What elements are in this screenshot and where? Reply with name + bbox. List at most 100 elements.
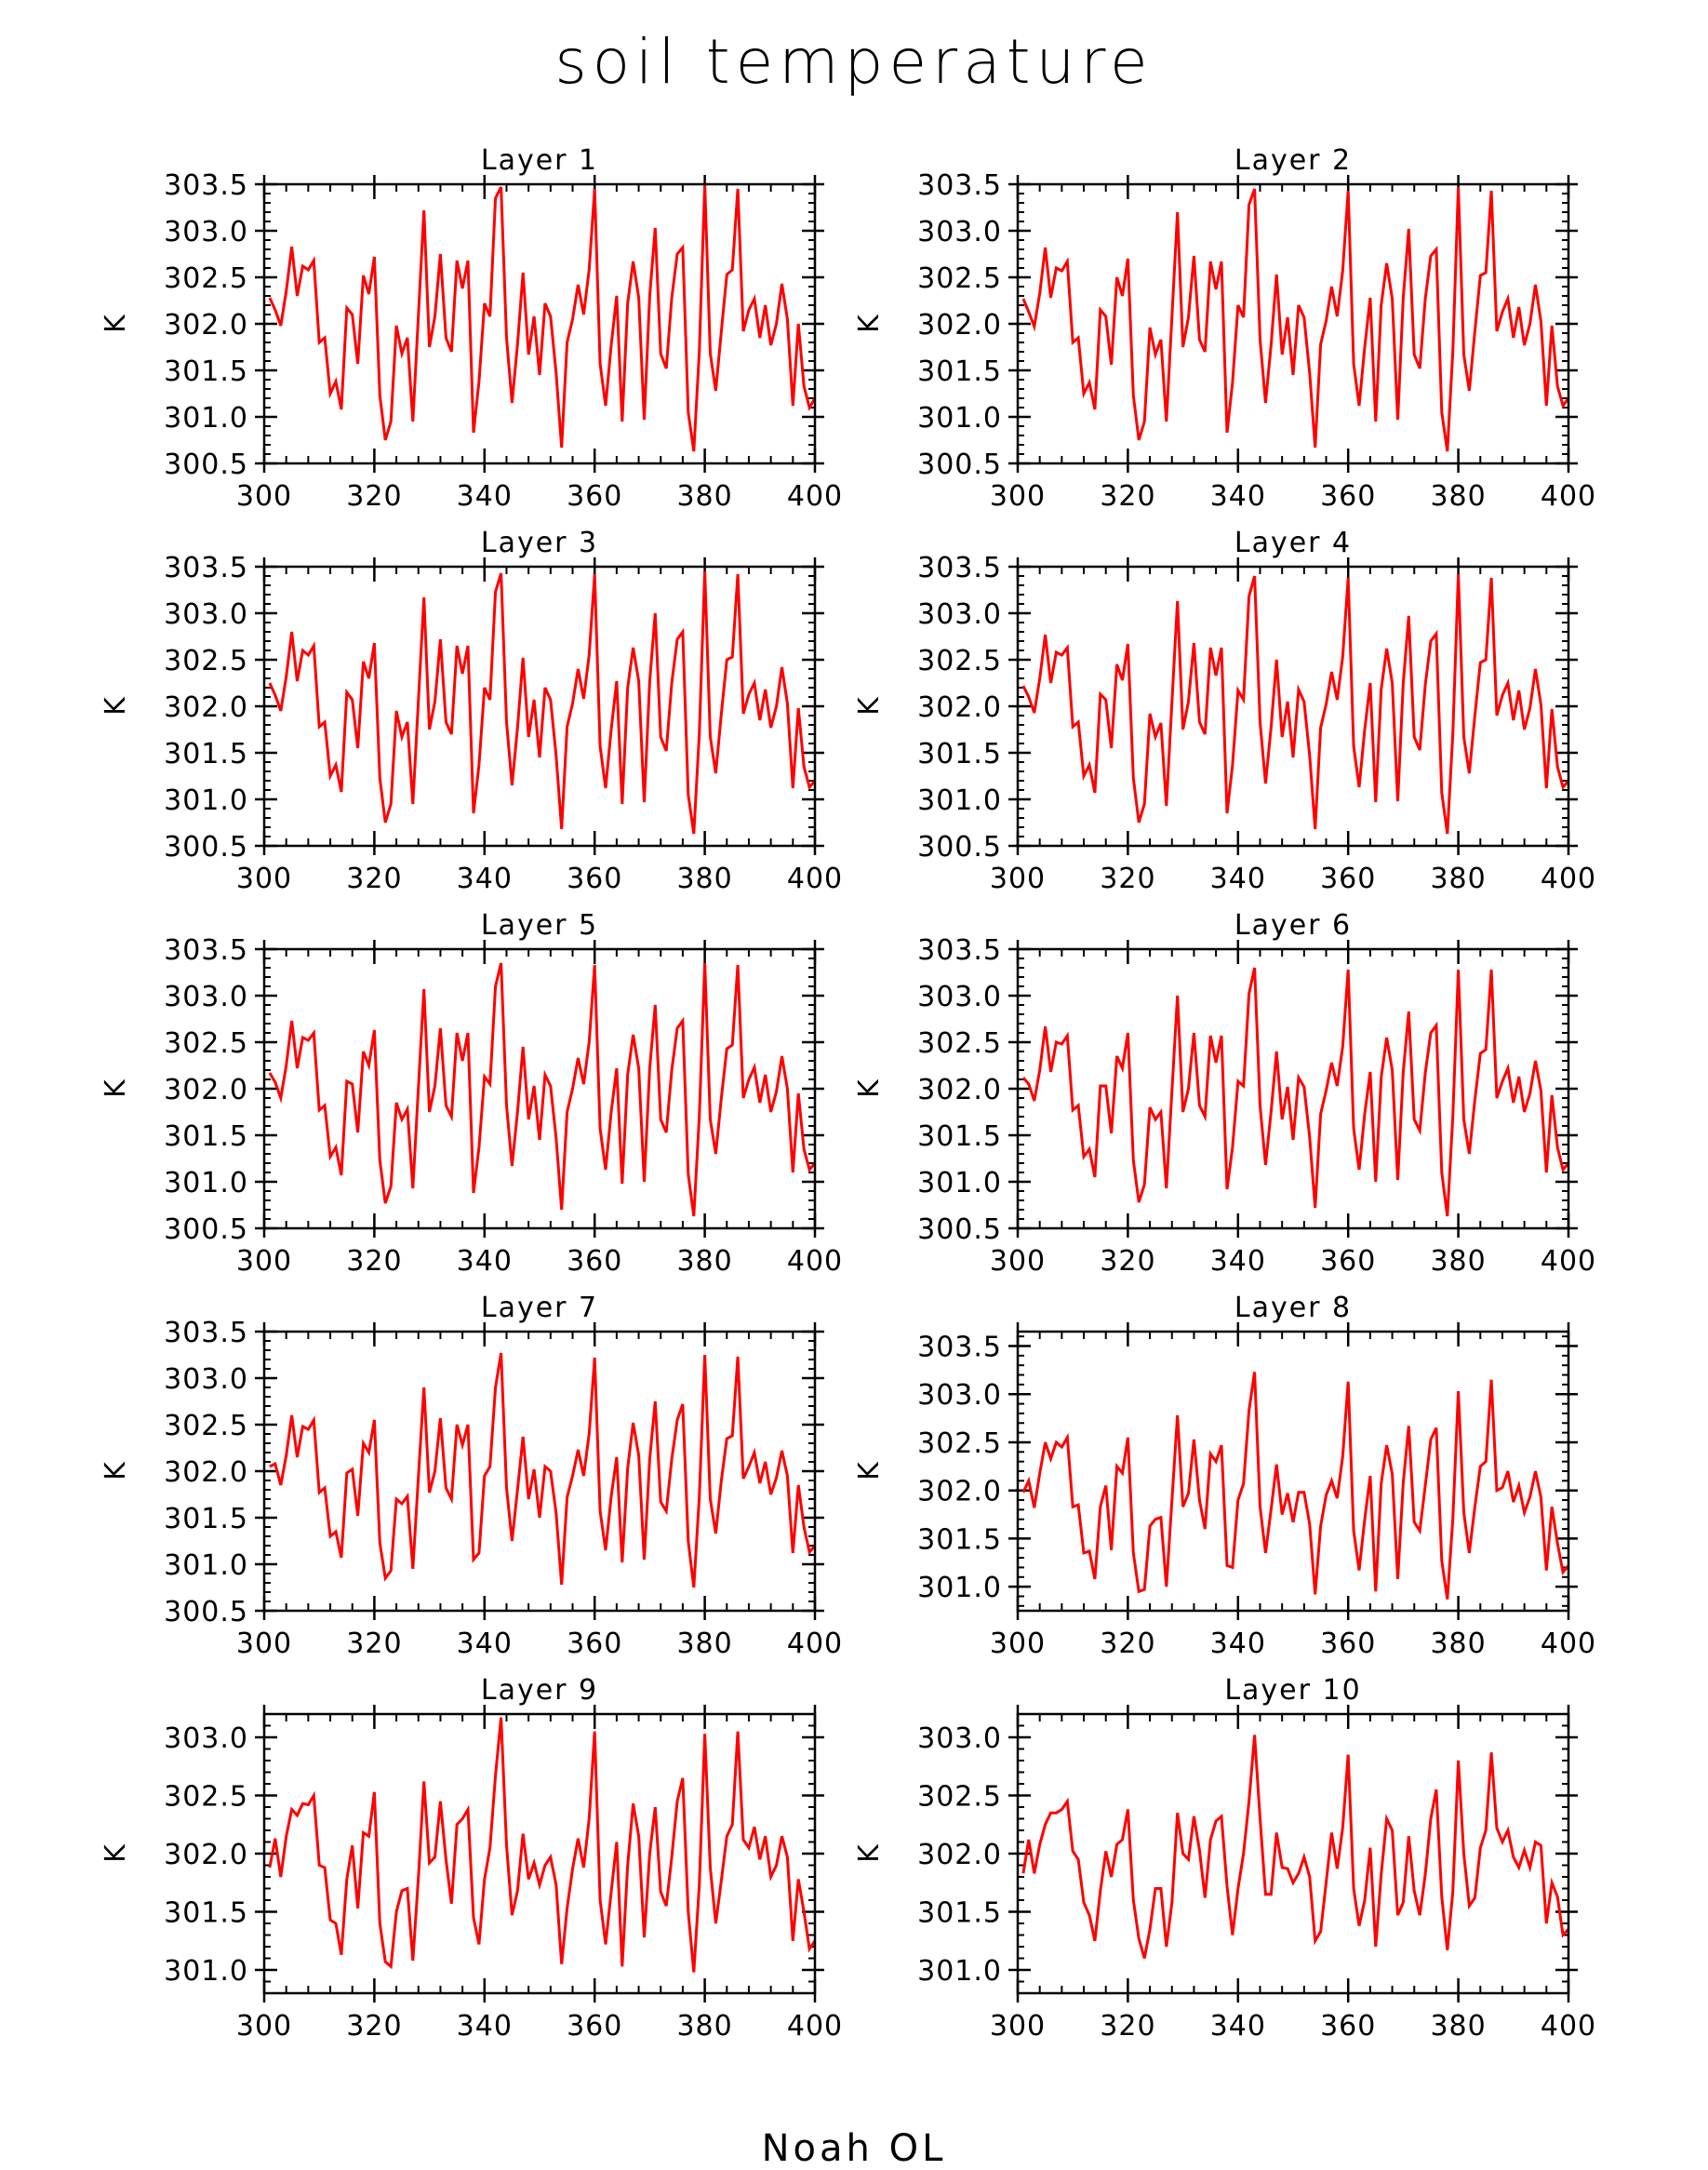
y-tick-label: 301.0 <box>917 1572 1002 1604</box>
series-line-1 <box>268 183 817 452</box>
chart-panel-4: Layer 4 K 300 320 340 360 380 400 300.5 301.0 301.… <box>853 527 1596 895</box>
y-axis-label: K <box>853 696 886 716</box>
x-tick-label: 300 <box>990 480 1046 513</box>
x-tick-label: 400 <box>1541 1628 1596 1660</box>
x-tick-label: 340 <box>1210 1245 1266 1278</box>
panel-title: Layer 8 <box>1234 1292 1352 1324</box>
y-tick-label: 302.0 <box>164 691 248 724</box>
x-tick-label: 400 <box>1541 480 1596 513</box>
x-tick-label: 360 <box>1320 480 1376 513</box>
x-tick-label: 300 <box>236 480 292 513</box>
chart-panel-7: Layer 7 K 300 320 340 360 380 400 300.5 301.0 301.… <box>100 1292 842 1660</box>
y-tick-label: 303.5 <box>917 934 1002 967</box>
y-tick-label: 302.5 <box>917 1427 1002 1460</box>
y-tick-label: 301.0 <box>917 1955 1002 1988</box>
x-tick-label: 380 <box>676 1628 732 1660</box>
y-tick-label: 303.5 <box>917 552 1002 584</box>
panel-title: Layer 3 <box>481 527 598 559</box>
y-tick-label: 303.0 <box>164 216 248 248</box>
x-tick-label: 400 <box>1541 863 1596 895</box>
y-tick-label: 303.5 <box>917 1332 1002 1364</box>
y-tick-label: 300.5 <box>917 831 1002 864</box>
x-tick-label: 340 <box>457 480 513 513</box>
y-tick-label: 301.0 <box>164 402 248 435</box>
chart-panel-5: Layer 5 K 300 320 340 360 380 400 300.5 301.0 301.… <box>100 909 843 1278</box>
panel-title: Layer 10 <box>1224 1674 1361 1707</box>
x-tick-label: 380 <box>676 863 732 895</box>
x-tick-label: 340 <box>1210 1628 1266 1660</box>
x-tick-label: 340 <box>1210 480 1266 513</box>
x-tick-label: 300 <box>990 1245 1046 1278</box>
panel-title: Layer 6 <box>1234 909 1352 942</box>
y-tick-label: 303.5 <box>164 1317 248 1349</box>
plot-frame <box>262 1712 817 1995</box>
panel-title: Layer 7 <box>481 1292 598 1324</box>
x-tick-label: 320 <box>1100 480 1155 513</box>
x-tick-label: 380 <box>676 2010 732 2043</box>
y-tick-label: 300.5 <box>164 1213 248 1246</box>
y-tick-label: 301.0 <box>164 1167 248 1199</box>
y-tick-label: 302.0 <box>917 309 1002 342</box>
series-line-1 <box>1021 573 1570 835</box>
y-tick-label: 301.5 <box>917 738 1002 770</box>
chart-panel-3: Layer 3 K 300 320 340 360 380 400 300.5 301.0 301.… <box>100 527 843 895</box>
x-tick-label: 380 <box>1430 863 1486 895</box>
y-tick-label: 303.0 <box>164 1722 248 1755</box>
y-tick-label: 301.5 <box>917 1523 1002 1556</box>
x-tick-label: 320 <box>346 863 402 895</box>
y-tick-label: 301.5 <box>164 738 248 770</box>
y-tick-label: 301.0 <box>164 784 248 817</box>
x-tick-label: 340 <box>1210 863 1266 895</box>
y-tick-label: 300.5 <box>164 1596 248 1628</box>
x-tick-label: 320 <box>346 2010 402 2043</box>
x-tick-label: 400 <box>1541 2010 1596 2043</box>
x-tick-label: 340 <box>457 863 513 895</box>
x-tick-label: 300 <box>990 2010 1046 2043</box>
x-tick-label: 400 <box>787 863 843 895</box>
x-tick-label: 360 <box>1320 1628 1376 1660</box>
x-tick-label: 340 <box>457 1628 513 1660</box>
x-tick-label: 360 <box>1320 863 1376 895</box>
x-tick-label: 380 <box>1430 1628 1486 1660</box>
y-tick-label: 303.0 <box>917 598 1002 631</box>
y-tick-label: 301.5 <box>917 355 1002 388</box>
y-tick-label: 300.5 <box>917 449 1002 481</box>
series-line-1 <box>1021 1372 1570 1600</box>
y-tick-label: 302.5 <box>917 1781 1002 1814</box>
y-tick-label: 303.0 <box>917 981 1002 1013</box>
x-tick-label: 380 <box>676 480 732 513</box>
y-tick-label: 303.0 <box>164 1363 248 1396</box>
y-tick-label: 303.0 <box>164 981 248 1013</box>
x-tick-label: 360 <box>567 480 622 513</box>
x-tick-label: 320 <box>346 480 402 513</box>
y-axis-label: K <box>100 696 132 716</box>
x-tick-label: 320 <box>1100 1245 1155 1278</box>
y-tick-label: 303.5 <box>164 552 248 584</box>
y-tick-label: 302.0 <box>917 1074 1002 1106</box>
y-tick-label: 301.0 <box>164 1549 248 1582</box>
y-tick-label: 301.0 <box>917 1167 1002 1199</box>
series-line-1 <box>269 1352 817 1588</box>
y-tick-label: 302.5 <box>164 262 248 295</box>
x-tick-label: 300 <box>236 2010 292 2043</box>
x-tick-label: 400 <box>787 480 843 513</box>
x-tick-label: 320 <box>346 1628 402 1660</box>
x-tick-label: 400 <box>787 1245 843 1278</box>
x-tick-label: 320 <box>1100 863 1155 895</box>
y-tick-label: 303.5 <box>164 934 248 967</box>
x-tick-label: 380 <box>1430 2010 1486 2043</box>
y-tick-label: 301.5 <box>164 1503 248 1535</box>
chart-panel-9: Layer 9 K 300 320 340 360 380 400 301.0 301.5 302.… <box>100 1674 842 2043</box>
x-tick-label: 320 <box>1100 1628 1155 1660</box>
y-tick-label: 301.0 <box>917 402 1002 435</box>
panel-title: Layer 2 <box>1234 144 1352 177</box>
plot-frame <box>1016 1330 1570 1613</box>
x-tick-label: 380 <box>676 1245 732 1278</box>
plot-frame <box>1016 947 1570 1230</box>
y-tick-label: 301.5 <box>917 1120 1002 1153</box>
y-axis-label: K <box>853 1843 886 1863</box>
y-tick-label: 302.0 <box>917 1476 1002 1508</box>
panel-title: Layer 1 <box>481 144 598 177</box>
panel-title: Layer 5 <box>481 909 598 942</box>
series-line-1 <box>1021 186 1570 452</box>
